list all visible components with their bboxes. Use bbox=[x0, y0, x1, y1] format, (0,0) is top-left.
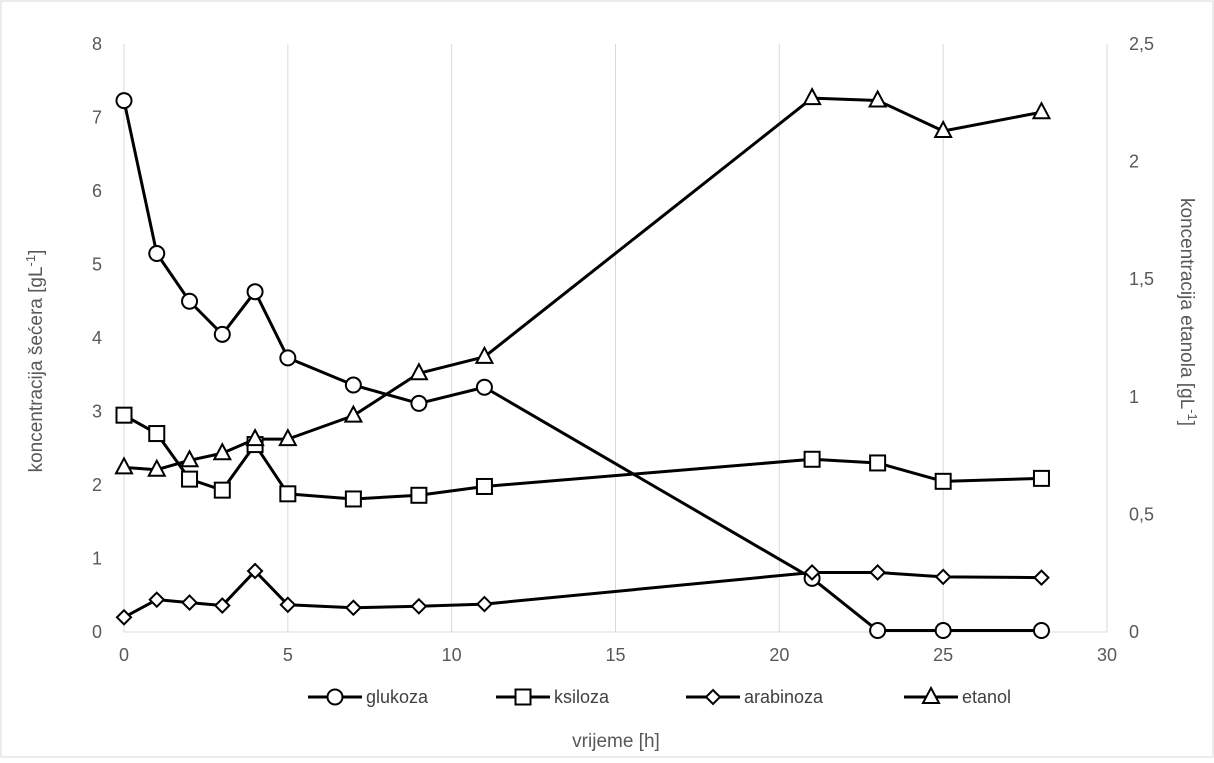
gridlines bbox=[123, 44, 1108, 632]
x-tick-label: 10 bbox=[442, 645, 462, 665]
axes: 0 5 10 15 20 25 30 0 1 2 3 4 5 6 7 8 0 0,5 1 1,5 2 2,5 bbox=[92, 34, 1154, 665]
y-left-tick-label: 2 bbox=[92, 475, 102, 495]
y-right-tick-label: 2 bbox=[1129, 152, 1139, 172]
data-point-ksiloza bbox=[803, 450, 821, 468]
data-point-arabinoza bbox=[476, 595, 493, 613]
x-tick-label: 20 bbox=[769, 645, 789, 665]
data-point-glukoza bbox=[246, 283, 264, 301]
legend: glukoza ksiloza arabinoza etanol bbox=[308, 685, 1011, 707]
data-point-glukoza bbox=[344, 376, 362, 394]
x-tick-label: 5 bbox=[283, 645, 293, 665]
y-left-tick-label: 0 bbox=[92, 622, 102, 642]
y-right-axis-title: koncentracija etanola [gL-1] bbox=[1176, 198, 1200, 426]
series-markers bbox=[114, 86, 1052, 640]
data-point-arabinoza bbox=[803, 564, 821, 581]
y-left-tick-label: 5 bbox=[92, 255, 102, 275]
y-right-tick-label: 0 bbox=[1129, 622, 1139, 642]
data-point-arabinoza bbox=[934, 568, 952, 586]
x-tick-label: 25 bbox=[933, 645, 953, 665]
legend-label-ksiloza: ksiloza bbox=[554, 687, 610, 707]
data-point-ksiloza bbox=[148, 425, 166, 443]
data-point-ksiloza bbox=[1032, 469, 1050, 487]
data-point-etanol bbox=[474, 345, 495, 364]
data-point-ksiloza bbox=[213, 481, 231, 499]
data-point-glukoza bbox=[181, 292, 199, 310]
data-point-arabinoza bbox=[344, 599, 362, 617]
x-axis-title: vrijeme [h] bbox=[572, 731, 660, 752]
data-point-glukoza bbox=[279, 349, 297, 367]
data-point-glukoza bbox=[475, 378, 493, 396]
data-point-etanol bbox=[179, 449, 200, 468]
legend-label-arabinoza: arabinoza bbox=[744, 687, 824, 707]
data-point-ksiloza bbox=[344, 490, 362, 508]
data-point-etanol bbox=[343, 404, 364, 423]
data-point-ksiloza bbox=[410, 486, 428, 504]
data-point-glukoza bbox=[148, 244, 166, 262]
y-right-tick-label: 2,5 bbox=[1129, 34, 1154, 54]
data-point-ksiloza bbox=[115, 406, 133, 424]
y-right-tick-label: 0,5 bbox=[1129, 504, 1154, 524]
data-point-etanol bbox=[409, 362, 429, 381]
data-point-etanol bbox=[867, 89, 888, 108]
data-point-arabinoza bbox=[410, 597, 428, 615]
legend-marker-ksiloza bbox=[514, 688, 532, 706]
data-point-glukoza bbox=[934, 622, 952, 640]
legend-label-etanol: etanol bbox=[962, 687, 1011, 707]
y-right-tick-label: 1,5 bbox=[1129, 269, 1154, 289]
y-left-tick-label: 8 bbox=[92, 34, 102, 54]
data-point-glukoza bbox=[213, 325, 231, 343]
data-point-etanol bbox=[245, 428, 265, 447]
y-left-axis-title: koncentracija šećera [gL-1] bbox=[23, 250, 47, 473]
legend-marker-arabinoza bbox=[704, 688, 722, 706]
data-point-ksiloza bbox=[934, 472, 952, 490]
x-tick-label: 15 bbox=[605, 645, 625, 665]
x-tick-label: 30 bbox=[1097, 645, 1117, 665]
y-left-tick-label: 3 bbox=[92, 402, 102, 422]
data-point-arabinoza bbox=[279, 596, 297, 614]
data-point-ksiloza bbox=[181, 470, 199, 488]
data-point-glukoza bbox=[869, 622, 887, 640]
data-point-ksiloza bbox=[475, 477, 493, 495]
data-point-glukoza bbox=[115, 92, 133, 110]
data-point-etanol bbox=[1031, 101, 1052, 120]
data-point-ksiloza bbox=[279, 485, 297, 503]
data-point-ksiloza bbox=[869, 454, 887, 472]
data-point-arabinoza bbox=[213, 597, 231, 614]
data-point-glukoza bbox=[410, 394, 428, 412]
data-point-etanol bbox=[278, 428, 298, 447]
data-point-arabinoza bbox=[869, 564, 887, 581]
data-point-arabinoza bbox=[181, 594, 198, 612]
y-left-tick-label: 6 bbox=[92, 181, 102, 201]
legend-marker-etanol bbox=[921, 685, 941, 704]
data-point-arabinoza bbox=[1033, 569, 1050, 587]
data-point-arabinoza bbox=[246, 562, 264, 580]
data-point-arabinoza bbox=[115, 608, 133, 626]
y-right-tick-label: 1 bbox=[1129, 387, 1139, 407]
data-point-etanol bbox=[802, 86, 822, 106]
data-point-etanol bbox=[933, 119, 953, 139]
data-point-glukoza bbox=[1032, 622, 1050, 640]
y-left-tick-label: 7 bbox=[92, 108, 102, 128]
data-point-arabinoza bbox=[148, 591, 166, 609]
y-left-tick-label: 4 bbox=[92, 328, 102, 348]
y-left-tick-label: 1 bbox=[92, 549, 102, 569]
data-point-etanol bbox=[114, 456, 134, 475]
x-tick-label: 0 bbox=[119, 645, 129, 665]
data-point-etanol bbox=[212, 442, 232, 461]
legend-marker-glukoza bbox=[326, 688, 344, 706]
data-point-etanol bbox=[147, 458, 167, 477]
legend-label-glukoza: glukoza bbox=[366, 687, 429, 707]
